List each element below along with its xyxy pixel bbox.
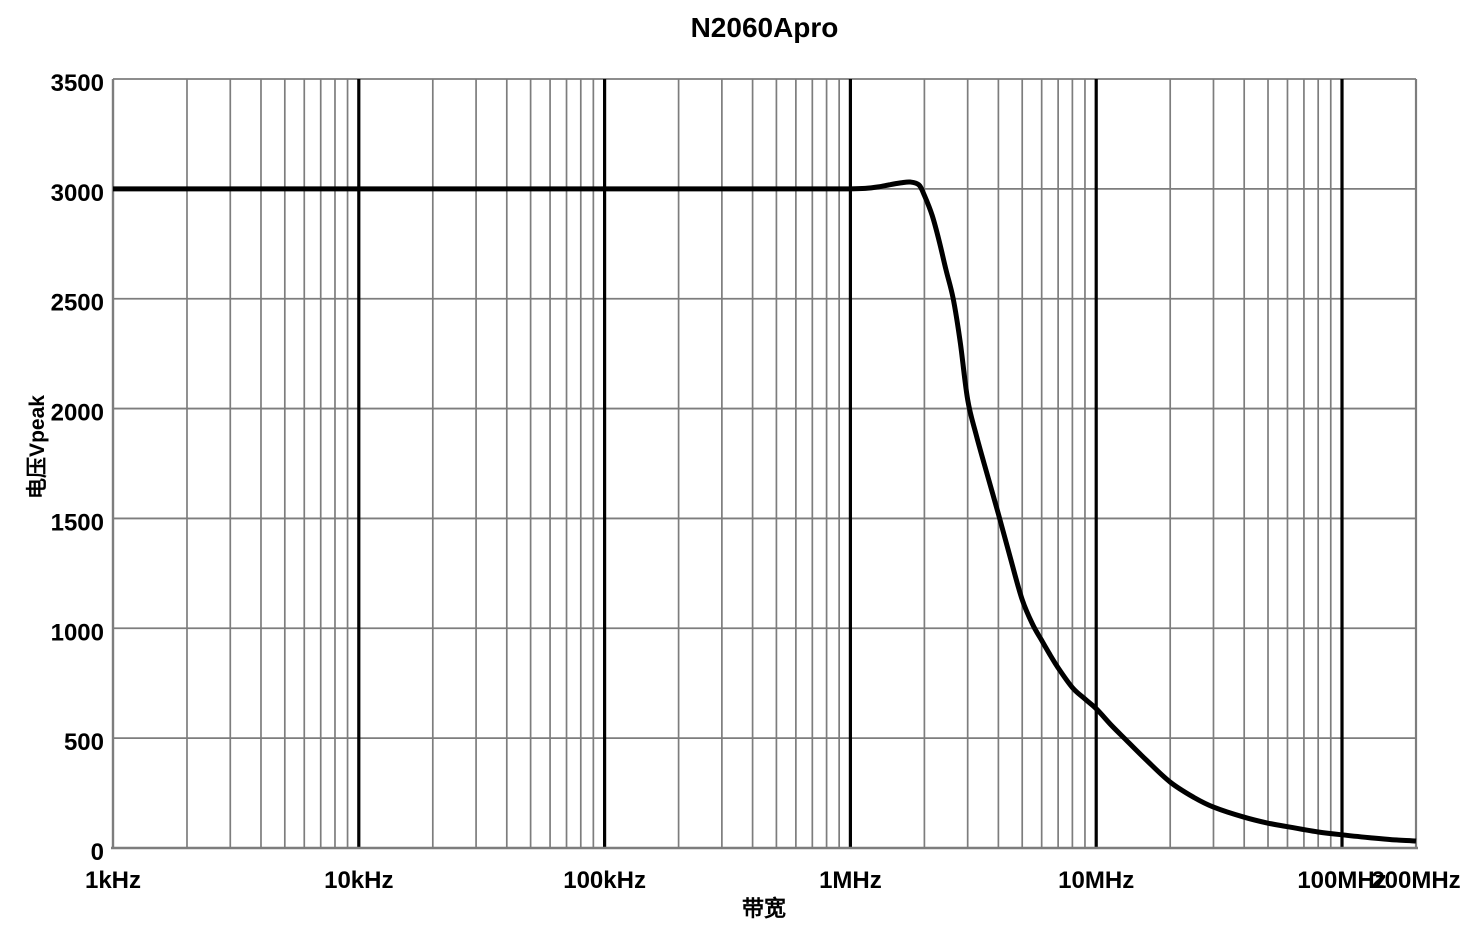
bandwidth-curve bbox=[113, 179, 1417, 844]
y-tick-label: 2500 bbox=[51, 290, 104, 317]
y-tick-label: 1000 bbox=[51, 619, 104, 646]
y-tick-labels: 0 500 1000 1500 2000 2500 3000 3500 bbox=[51, 70, 104, 866]
x-tick-label: 1kHz bbox=[85, 867, 141, 894]
y-tick-label: 3000 bbox=[51, 180, 104, 207]
minor-log-gridlines bbox=[186, 79, 1332, 848]
y-tick-label: 500 bbox=[64, 729, 104, 756]
decade-gridlines bbox=[357, 79, 1344, 848]
horizontal-gridlines bbox=[113, 78, 1416, 740]
x-tick-label: 100kHz bbox=[563, 867, 646, 894]
x-tick-label: 200MHz bbox=[1371, 867, 1460, 894]
x-tick-label: 100MHz bbox=[1297, 867, 1386, 894]
y-tick-label: 3500 bbox=[51, 70, 104, 97]
y-tick-label: 0 bbox=[91, 839, 104, 866]
chart-title: N2060Apro bbox=[690, 12, 839, 43]
x-tick-label: 1MHz bbox=[819, 867, 882, 894]
x-tick-label: 10MHz bbox=[1058, 867, 1134, 894]
x-axis-title: 带宽 bbox=[741, 896, 787, 921]
y-tick-label: 1500 bbox=[51, 509, 104, 536]
x-tick-label: 10kHz bbox=[324, 867, 393, 894]
y-tick-label: 2000 bbox=[51, 400, 104, 427]
plot-border bbox=[111, 79, 1418, 848]
